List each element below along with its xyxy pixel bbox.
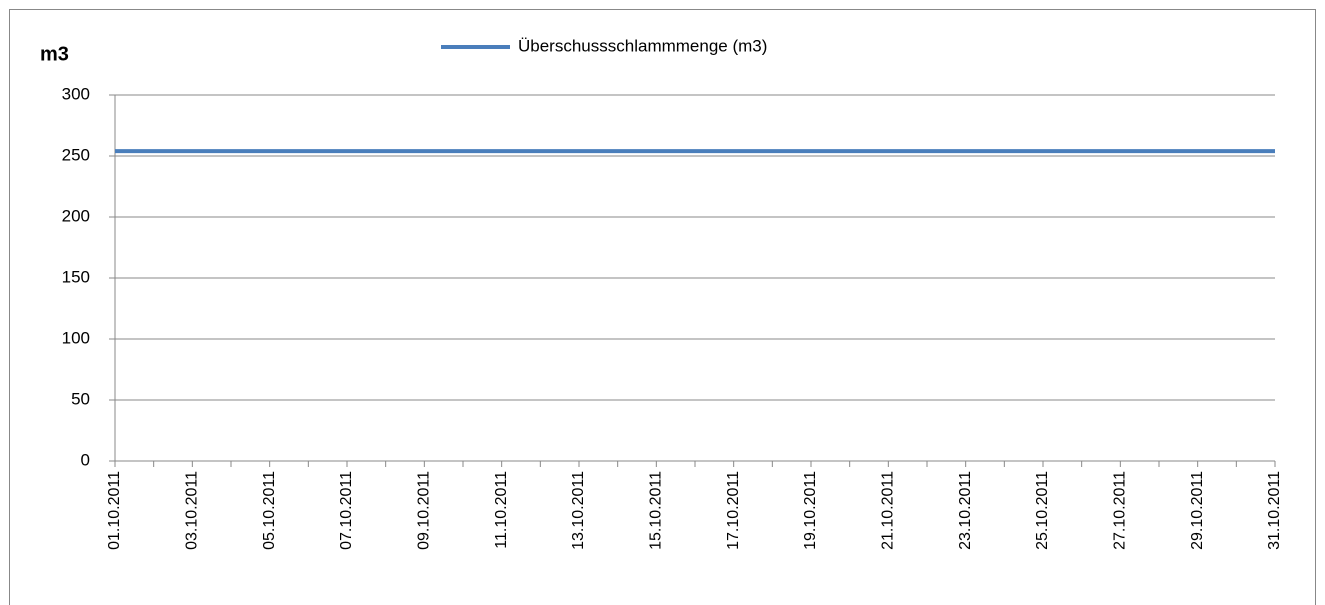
x-tick-label: 07.10.2011 [338,471,355,550]
x-tick-label: 19.10.2011 [802,471,819,550]
x-tick-label: 09.10.2011 [416,471,433,550]
y-tick-label: 50 [71,389,90,408]
y-tick-label: 200 [62,206,90,225]
chart-frame [9,9,1316,605]
y-tick-label: 150 [62,267,90,286]
y-tick-label: 250 [62,145,90,164]
x-tick-label: 17.10.2011 [725,471,742,550]
legend-label: Überschussschlammmenge (m3) [518,36,767,55]
x-tick-label: 21.10.2011 [880,471,897,550]
y-tick-label: 300 [62,84,90,103]
x-tick-label: 11.10.2011 [493,471,510,549]
x-tick-label: 31.10.2011 [1266,471,1283,550]
y-axis-label: m3 [40,43,69,65]
x-tick-label: 27.10.2011 [1112,471,1129,550]
x-tick-label: 13.10.2011 [570,471,587,550]
x-tick-label: 05.10.2011 [261,471,278,550]
x-tick-label: 15.10.2011 [648,471,665,550]
x-tick-label: 03.10.2011 [184,471,201,550]
x-tick-label: 29.10.2011 [1189,471,1206,550]
x-tick-label: 25.10.2011 [1034,471,1051,550]
x-tick-label: 01.10.2011 [106,471,123,550]
y-tick-label: 0 [81,450,90,469]
y-tick-label: 100 [62,328,90,347]
x-tick-label: 23.10.2011 [957,471,974,550]
